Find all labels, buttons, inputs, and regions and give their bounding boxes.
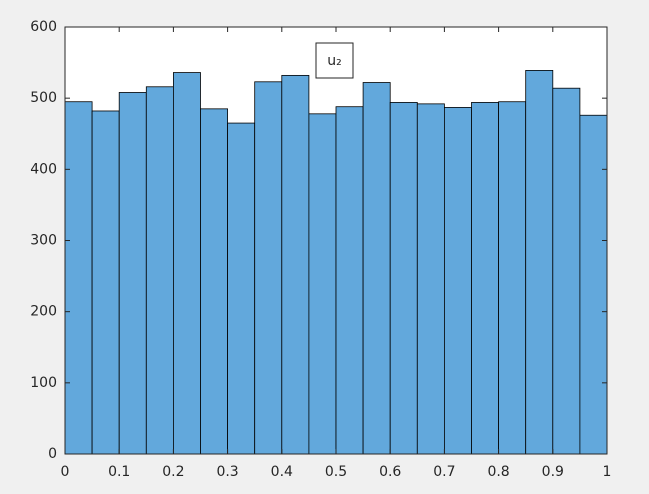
- bar: [145, 86, 174, 455]
- bar: [579, 114, 608, 455]
- bar: [552, 87, 581, 455]
- y-tick-label: 100: [30, 375, 57, 391]
- bar: [525, 70, 554, 455]
- y-tick-label: 300: [30, 233, 57, 249]
- bar: [443, 107, 472, 455]
- x-tick-label: 0.5: [325, 464, 347, 480]
- bar: [416, 103, 445, 455]
- legend-label: u₂: [327, 53, 342, 69]
- x-tick-label: 0.7: [433, 464, 455, 480]
- bar: [389, 102, 418, 455]
- x-tick-label: 0.2: [162, 464, 184, 480]
- bar: [308, 113, 337, 455]
- bar: [172, 72, 201, 455]
- bar: [91, 110, 120, 455]
- x-tick-label: 0: [61, 464, 70, 480]
- bar: [254, 81, 283, 455]
- x-tick-label: 0.8: [487, 464, 509, 480]
- legend-box: [315, 42, 354, 79]
- x-tick-label: 1: [603, 464, 612, 480]
- bar: [281, 74, 310, 455]
- bar: [64, 101, 93, 455]
- x-tick-label: 0.9: [542, 464, 564, 480]
- bar: [200, 108, 229, 455]
- y-tick-label: 500: [30, 90, 57, 106]
- y-tick-label: 600: [30, 19, 57, 35]
- y-tick-label: 400: [30, 161, 57, 177]
- y-tick-label: 200: [30, 304, 57, 320]
- x-tick-label: 0.6: [379, 464, 401, 480]
- x-tick-label: 0.4: [271, 464, 293, 480]
- y-tick-label: 0: [48, 446, 57, 462]
- bar: [118, 92, 147, 455]
- bar: [227, 122, 256, 455]
- bar: [362, 82, 391, 455]
- x-tick-label: 0.1: [108, 464, 130, 480]
- bar: [498, 101, 527, 455]
- bar: [471, 102, 500, 455]
- x-tick-label: 0.3: [216, 464, 238, 480]
- bar: [335, 106, 364, 455]
